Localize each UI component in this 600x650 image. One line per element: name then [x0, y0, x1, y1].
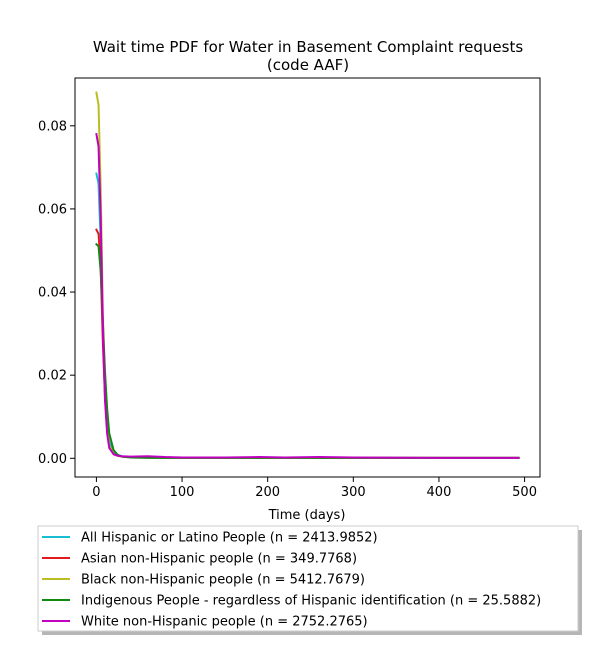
legend-label-0: All Hispanic or Latino People (n = 2413.…	[81, 531, 378, 546]
series-line-3	[94, 242, 520, 459]
y-tick-label: 0.08	[38, 119, 67, 134]
legend-label-4: White non-Hispanic people (n = 2752.2765…	[81, 615, 368, 630]
x-axis: 0 100 200 300 400 500	[92, 477, 537, 500]
legend-label-2: Black non-Hispanic people (n = 5412.7679…	[81, 573, 365, 588]
legend-items: All Hispanic or Latino People (n = 2413.…	[42, 531, 541, 630]
y-tick-label: 0.04	[38, 286, 67, 301]
y-tick-label: 0.00	[38, 452, 67, 467]
x-tick-label: 100	[170, 485, 195, 500]
legend: All Hispanic or Latino People (n = 2413.…	[37, 525, 582, 635]
x-tick-label: 200	[255, 485, 280, 500]
series-line-4	[95, 132, 520, 459]
x-tick-label: 300	[341, 485, 366, 500]
series-line-1	[95, 228, 520, 459]
legend-box	[37, 525, 579, 632]
plot-frame	[74, 77, 541, 478]
x-tick-label: 0	[92, 485, 100, 500]
y-axis: 0.00 0.02 0.04 0.06 0.08	[38, 119, 75, 467]
x-tick-label: 500	[512, 485, 537, 500]
x-axis-label: Time (days)	[268, 508, 346, 523]
series-line-2	[95, 91, 520, 459]
legend-label-1: Asian non-Hispanic people (n = 349.7768)	[81, 552, 357, 567]
series-line-0	[95, 172, 520, 459]
y-tick-label: 0.02	[38, 369, 67, 384]
series-group	[94, 91, 520, 459]
legend-label-3: Indigenous People - regardless of Hispan…	[81, 594, 541, 609]
chart-title: Wait time PDF for Water in Basement Comp…	[93, 38, 523, 56]
x-tick-label: 400	[427, 485, 452, 500]
y-tick-label: 0.06	[38, 202, 67, 217]
chart-subtitle: (code AAF)	[267, 56, 349, 74]
